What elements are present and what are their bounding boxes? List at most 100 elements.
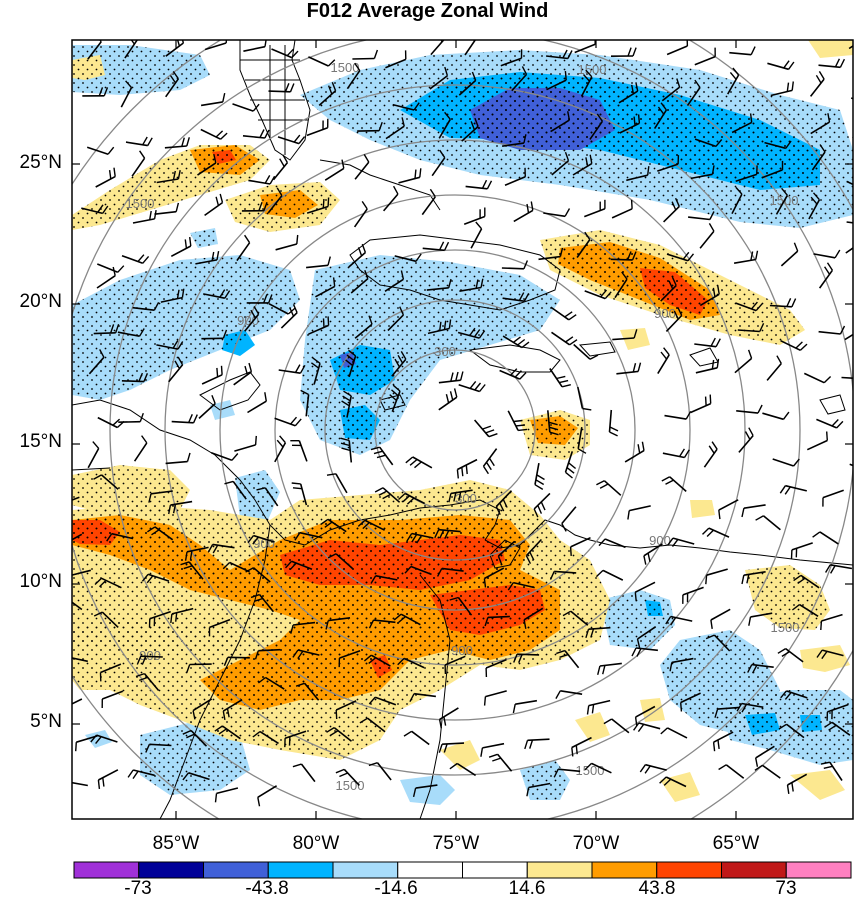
- wind-barb-flag: [575, 745, 578, 755]
- wind-barb-flag: [589, 354, 599, 360]
- wind-barb: [504, 176, 526, 187]
- wind-barb: [821, 613, 843, 622]
- wind-barb-flag: [529, 739, 534, 749]
- wind-barb-flag: [711, 165, 715, 175]
- wind-barb-flag: [568, 462, 577, 470]
- wind-barb-flag: [705, 634, 715, 640]
- coastline: [159, 524, 271, 819]
- wind-barb-flag: [175, 612, 178, 622]
- wind-barb: [741, 702, 764, 708]
- ring-label: 900: [654, 306, 676, 321]
- wind-barb: [391, 358, 407, 377]
- wind-barb-flag: [791, 81, 794, 91]
- wind-shade-region: [808, 40, 853, 58]
- wind-barb: [538, 255, 561, 261]
- wind-barb: [770, 89, 793, 97]
- wind-barb-flag: [214, 793, 218, 803]
- ring-label: 1500: [771, 620, 800, 635]
- wind-barb: [766, 362, 782, 381]
- wind-barb-flag: [536, 474, 545, 481]
- wind-barb: [318, 90, 337, 106]
- wind-barb-flag: [226, 708, 230, 718]
- wind-barb: [315, 285, 336, 298]
- range-ring: [219, 194, 691, 666]
- wind-barb: [822, 489, 844, 499]
- wind-barb-flag: [816, 649, 823, 658]
- wind-barb: [164, 145, 187, 149]
- wind-barb-flag: [750, 251, 754, 261]
- wind-barb-flag: [186, 137, 190, 147]
- wind-barb: [375, 575, 398, 581]
- wind-barb-flag: [103, 87, 109, 97]
- wind-barb-flag: [177, 341, 184, 350]
- wind-barb: [743, 571, 766, 576]
- wind-barb: [271, 48, 293, 59]
- wind-barb-flag: [597, 665, 601, 675]
- wind-barb-flag: [485, 429, 495, 434]
- wind-barb: [147, 573, 170, 582]
- wind-barb-flag: [136, 655, 142, 665]
- wind-barb-flag: [63, 545, 64, 554]
- wind-barb-flag: [782, 411, 790, 420]
- ring-label: 1500: [578, 62, 607, 77]
- wind-barb: [385, 125, 405, 140]
- wind-barb: [160, 296, 183, 303]
- wind-barb-flag: [368, 657, 377, 664]
- wind-barb-flag: [215, 130, 224, 138]
- wind-barb: [410, 565, 432, 576]
- wind-barb: [806, 439, 828, 451]
- plot-title: F012 Average Zonal Wind: [306, 0, 549, 22]
- wind-barb: [431, 157, 446, 177]
- coastline: [72, 467, 111, 471]
- wind-barb-flag: [392, 384, 401, 392]
- wind-barb-flag: [409, 458, 418, 466]
- wind-barb-flag: [708, 223, 715, 232]
- wind-barb-flag: [639, 764, 646, 773]
- wind-barb: [398, 176, 421, 184]
- wind-barb: [500, 57, 522, 67]
- wind-barb: [324, 167, 345, 181]
- wind-barb: [253, 534, 275, 543]
- wind-barb-flag: [705, 575, 708, 585]
- stipple-region: [600, 590, 675, 650]
- wind-barb-flag: [824, 564, 831, 573]
- wind-barb-flag: [289, 307, 295, 317]
- wind-barb: [580, 76, 593, 97]
- wind-barb: [571, 736, 592, 749]
- wind-barb: [487, 615, 510, 619]
- wind-barb: [786, 723, 805, 739]
- ring-label: 900: [237, 313, 259, 328]
- wind-barb-flag: [823, 765, 833, 769]
- wind-barb: [459, 286, 482, 292]
- wind-barb: [612, 337, 635, 341]
- wind-barb-flag: [518, 292, 525, 301]
- wind-barb-flag: [523, 134, 527, 144]
- wind-barb-flag: [631, 251, 637, 261]
- wind-barb-flag: [149, 210, 152, 220]
- wind-barb-flag: [460, 371, 464, 381]
- wind-barb-flag: [403, 730, 412, 737]
- wind-barb: [729, 51, 752, 56]
- wind-barb-flag: [218, 728, 227, 735]
- wind-barb-flag: [523, 292, 530, 302]
- wind-barb: [738, 435, 754, 453]
- wind-barb-flag: [682, 251, 690, 260]
- wind-barb: [236, 242, 251, 262]
- wind-barb-flag: [215, 196, 220, 206]
- wind-barb: [274, 417, 296, 427]
- wind-barb-flag: [441, 30, 445, 38]
- wind-barb: [572, 162, 593, 176]
- wind-barb-flag: [389, 394, 397, 402]
- wind-barb: [370, 654, 391, 667]
- wind-barb-flag: [474, 382, 482, 391]
- wind-barb: [513, 581, 535, 589]
- wind-barb-flag: [786, 82, 790, 92]
- wind-barb: [242, 135, 265, 139]
- wind-barb-flag: [182, 772, 190, 781]
- wind-barb: [252, 567, 271, 583]
- wind-barb: [690, 402, 712, 414]
- wind-barb: [132, 306, 155, 311]
- wind-barb: [672, 537, 695, 545]
- wind-barb: [699, 230, 715, 249]
- wind-barb: [643, 543, 663, 557]
